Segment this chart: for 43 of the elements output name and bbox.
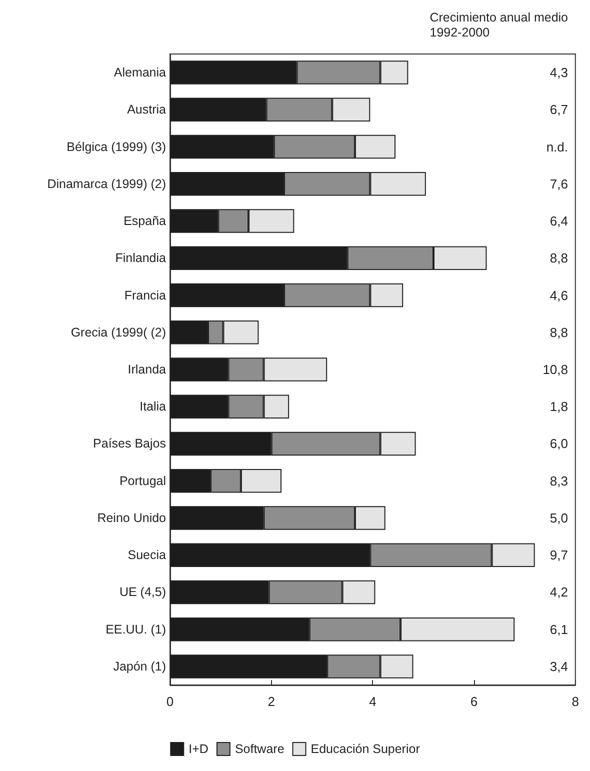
legend-label: I+D	[188, 742, 208, 756]
annotation: 6,1	[550, 622, 568, 637]
y-tick-label: Suecia	[128, 548, 166, 562]
annotation: 6,0	[550, 436, 568, 452]
annotation: 3,4	[550, 658, 568, 674]
annotation: 5,0	[550, 510, 568, 526]
annotation: 9,7	[550, 548, 568, 563]
annotation: 6,4	[550, 214, 568, 229]
y-tick-label: Japón (1)	[113, 659, 166, 674]
y-tick-label: EE.UU. (1)	[106, 622, 166, 636]
annotation: 1,8	[550, 399, 568, 414]
y-tick-label: Reino Unido	[97, 510, 166, 525]
annotation: 7,6	[550, 176, 568, 192]
x-tick-label: 4	[369, 694, 376, 709]
legend-label: Educación Superior	[310, 742, 420, 756]
y-tick-label: Grecia (1999( (2)	[70, 325, 166, 340]
text: Crecimiento anual medio 1992-2000	[430, 10, 568, 40]
legend-label: Software	[234, 742, 284, 756]
y-tick-label: Bélgica (1999) (3)	[66, 140, 166, 154]
y-tick-label: Irlanda	[128, 362, 166, 376]
annotation: 8,8	[550, 324, 568, 340]
y-tick-label: Dinamarca (1999) (2)	[47, 176, 166, 191]
y-tick-label: España	[124, 214, 166, 228]
x-tick-label: 6	[470, 694, 478, 709]
x-tick-label: 0	[166, 694, 174, 709]
annotation: 8,8	[550, 250, 568, 266]
annotation: 6,7	[550, 102, 568, 118]
y-tick-label: Portugal	[119, 474, 166, 488]
annotation: 8,3	[550, 473, 568, 488]
annotation: 4,2	[550, 584, 568, 600]
annotation: 4,6	[550, 288, 568, 303]
x-tick-label: 2	[268, 694, 275, 709]
y-tick-label: Austria	[127, 102, 166, 117]
y-tick-label: Finlandia	[115, 251, 166, 266]
y-tick-label: Alemania	[114, 66, 166, 80]
y-tick-label: Francia	[124, 288, 166, 302]
y-tick-label: Italia	[140, 400, 166, 414]
annotation: n.d.	[546, 139, 568, 154]
x-tick-label: 8	[572, 694, 579, 709]
annotation: 4,3	[550, 65, 568, 80]
y-tick-label: Países Bajos	[93, 436, 166, 451]
annotation: 10,8	[542, 362, 568, 377]
y-tick-label: UE (4,5)	[119, 585, 166, 600]
